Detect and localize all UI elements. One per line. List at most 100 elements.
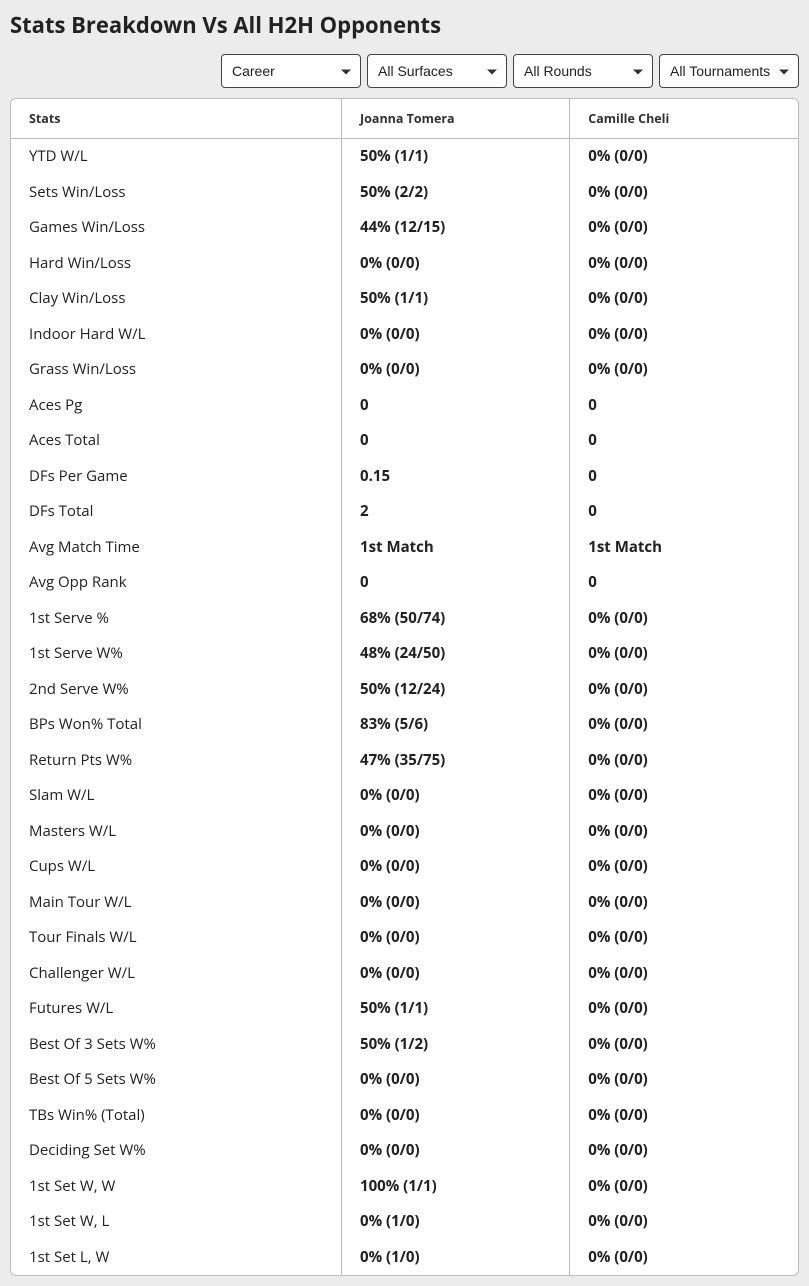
stat-value-player2: 0 [570,459,798,495]
stat-value-player1: 0 [342,388,570,424]
table-row: Aces Pg00 [11,388,798,424]
stat-value-player1: 0% (0/0) [342,920,570,956]
stat-value-player1: 0% (0/0) [342,1062,570,1098]
stat-label: Avg Opp Rank [11,565,342,601]
stat-label: Tour Finals W/L [11,920,342,956]
stat-value-player2: 0 [570,423,798,459]
stat-value-player2: 0% (0/0) [570,885,798,921]
stat-value-player2: 0% (0/0) [570,1098,798,1134]
stat-label: 1st Serve % [11,601,342,637]
stat-value-player2: 0 [570,565,798,601]
table-row: 1st Serve W%48% (24/50)0% (0/0) [11,636,798,672]
table-row: Deciding Set W%0% (0/0)0% (0/0) [11,1133,798,1169]
table-row: Aces Total00 [11,423,798,459]
stat-label: Aces Total [11,423,342,459]
stat-value-player1: 0% (0/0) [342,246,570,282]
round-select[interactable]: All Rounds [513,54,653,88]
stat-value-player2: 0% (0/0) [570,139,798,175]
stat-value-player1: 0% (1/0) [342,1204,570,1240]
stat-value-player2: 0% (0/0) [570,672,798,708]
stat-value-player1: 50% (2/2) [342,175,570,211]
stat-value-player2: 0% (0/0) [570,601,798,637]
stat-value-player1: 44% (12/15) [342,210,570,246]
col-header-player2: Camille Cheli [570,99,798,139]
stat-value-player2: 0% (0/0) [570,1240,798,1276]
stat-value-player1: 68% (50/74) [342,601,570,637]
stat-value-player1: 47% (35/75) [342,743,570,779]
surface-select[interactable]: All Surfaces [367,54,507,88]
stat-value-player2: 0% (0/0) [570,1133,798,1169]
stat-label: Main Tour W/L [11,885,342,921]
table-row: DFs Per Game0.150 [11,459,798,495]
period-select[interactable]: Career [221,54,361,88]
stat-value-player2: 0% (0/0) [570,636,798,672]
stat-value-player1: 83% (5/6) [342,707,570,743]
stat-value-player2: 0% (0/0) [570,317,798,353]
table-row: Return Pts W%47% (35/75)0% (0/0) [11,743,798,779]
stat-value-player2: 0% (0/0) [570,1204,798,1240]
filter-bar: Career All Surfaces All Rounds All Tourn… [10,54,799,88]
table-row: 1st Set W, L0% (1/0)0% (0/0) [11,1204,798,1240]
table-row: Challenger W/L0% (0/0)0% (0/0) [11,956,798,992]
table-row: Clay Win/Loss50% (1/1)0% (0/0) [11,281,798,317]
stat-label: Cups W/L [11,849,342,885]
stat-value-player1: 2 [342,494,570,530]
table-row: Slam W/L0% (0/0)0% (0/0) [11,778,798,814]
stat-label: Clay Win/Loss [11,281,342,317]
table-row: Indoor Hard W/L0% (0/0)0% (0/0) [11,317,798,353]
table-row: 1st Serve %68% (50/74)0% (0/0) [11,601,798,637]
table-row: Futures W/L50% (1/1)0% (0/0) [11,991,798,1027]
stat-label: Grass Win/Loss [11,352,342,388]
stat-value-player1: 50% (12/24) [342,672,570,708]
stat-value-player1: 0% (0/0) [342,317,570,353]
stat-label: Sets Win/Loss [11,175,342,211]
stat-label: Futures W/L [11,991,342,1027]
stat-label: DFs Total [11,494,342,530]
stat-label: Games Win/Loss [11,210,342,246]
stat-value-player1: 0% (0/0) [342,956,570,992]
stat-label: 1st Set W, L [11,1204,342,1240]
stat-value-player2: 0% (0/0) [570,956,798,992]
stat-label: Challenger W/L [11,956,342,992]
stat-label: Masters W/L [11,814,342,850]
stat-value-player2: 1st Match [570,530,798,566]
stat-label: Hard Win/Loss [11,246,342,282]
stat-label: Indoor Hard W/L [11,317,342,353]
stat-label: Slam W/L [11,778,342,814]
stat-label: BPs Won% Total [11,707,342,743]
table-row: 2nd Serve W%50% (12/24)0% (0/0) [11,672,798,708]
table-row: DFs Total20 [11,494,798,530]
stat-value-player2: 0 [570,388,798,424]
stat-value-player1: 0.15 [342,459,570,495]
col-header-player1: Joanna Tomera [342,99,570,139]
stat-value-player1: 0% (0/0) [342,849,570,885]
stat-value-player2: 0% (0/0) [570,743,798,779]
tournament-select[interactable]: All Tournaments [659,54,799,88]
stat-value-player2: 0% (0/0) [570,281,798,317]
col-header-stats: Stats [11,99,342,139]
stat-label: Aces Pg [11,388,342,424]
stat-value-player1: 50% (1/1) [342,991,570,1027]
stat-label: 1st Serve W% [11,636,342,672]
stat-value-player1: 0% (0/0) [342,1133,570,1169]
stat-value-player2: 0% (0/0) [570,210,798,246]
stat-label: DFs Per Game [11,459,342,495]
table-row: Grass Win/Loss0% (0/0)0% (0/0) [11,352,798,388]
stat-label: Deciding Set W% [11,1133,342,1169]
stat-label: Avg Match Time [11,530,342,566]
stat-value-player2: 0% (0/0) [570,707,798,743]
stat-value-player1: 48% (24/50) [342,636,570,672]
stat-value-player1: 1st Match [342,530,570,566]
stat-value-player1: 0% (0/0) [342,814,570,850]
stat-label: Best Of 5 Sets W% [11,1062,342,1098]
stat-value-player2: 0% (0/0) [570,175,798,211]
stats-table: Stats Joanna Tomera Camille Cheli YTD W/… [11,99,798,1275]
stat-value-player1: 50% (1/1) [342,281,570,317]
stat-label: 2nd Serve W% [11,672,342,708]
table-row: Cups W/L0% (0/0)0% (0/0) [11,849,798,885]
stat-value-player2: 0% (0/0) [570,778,798,814]
stat-label: Best Of 3 Sets W% [11,1027,342,1063]
table-row: Sets Win/Loss50% (2/2)0% (0/0) [11,175,798,211]
stat-label: 1st Set W, W [11,1169,342,1205]
table-row: TBs Win% (Total)0% (0/0)0% (0/0) [11,1098,798,1134]
